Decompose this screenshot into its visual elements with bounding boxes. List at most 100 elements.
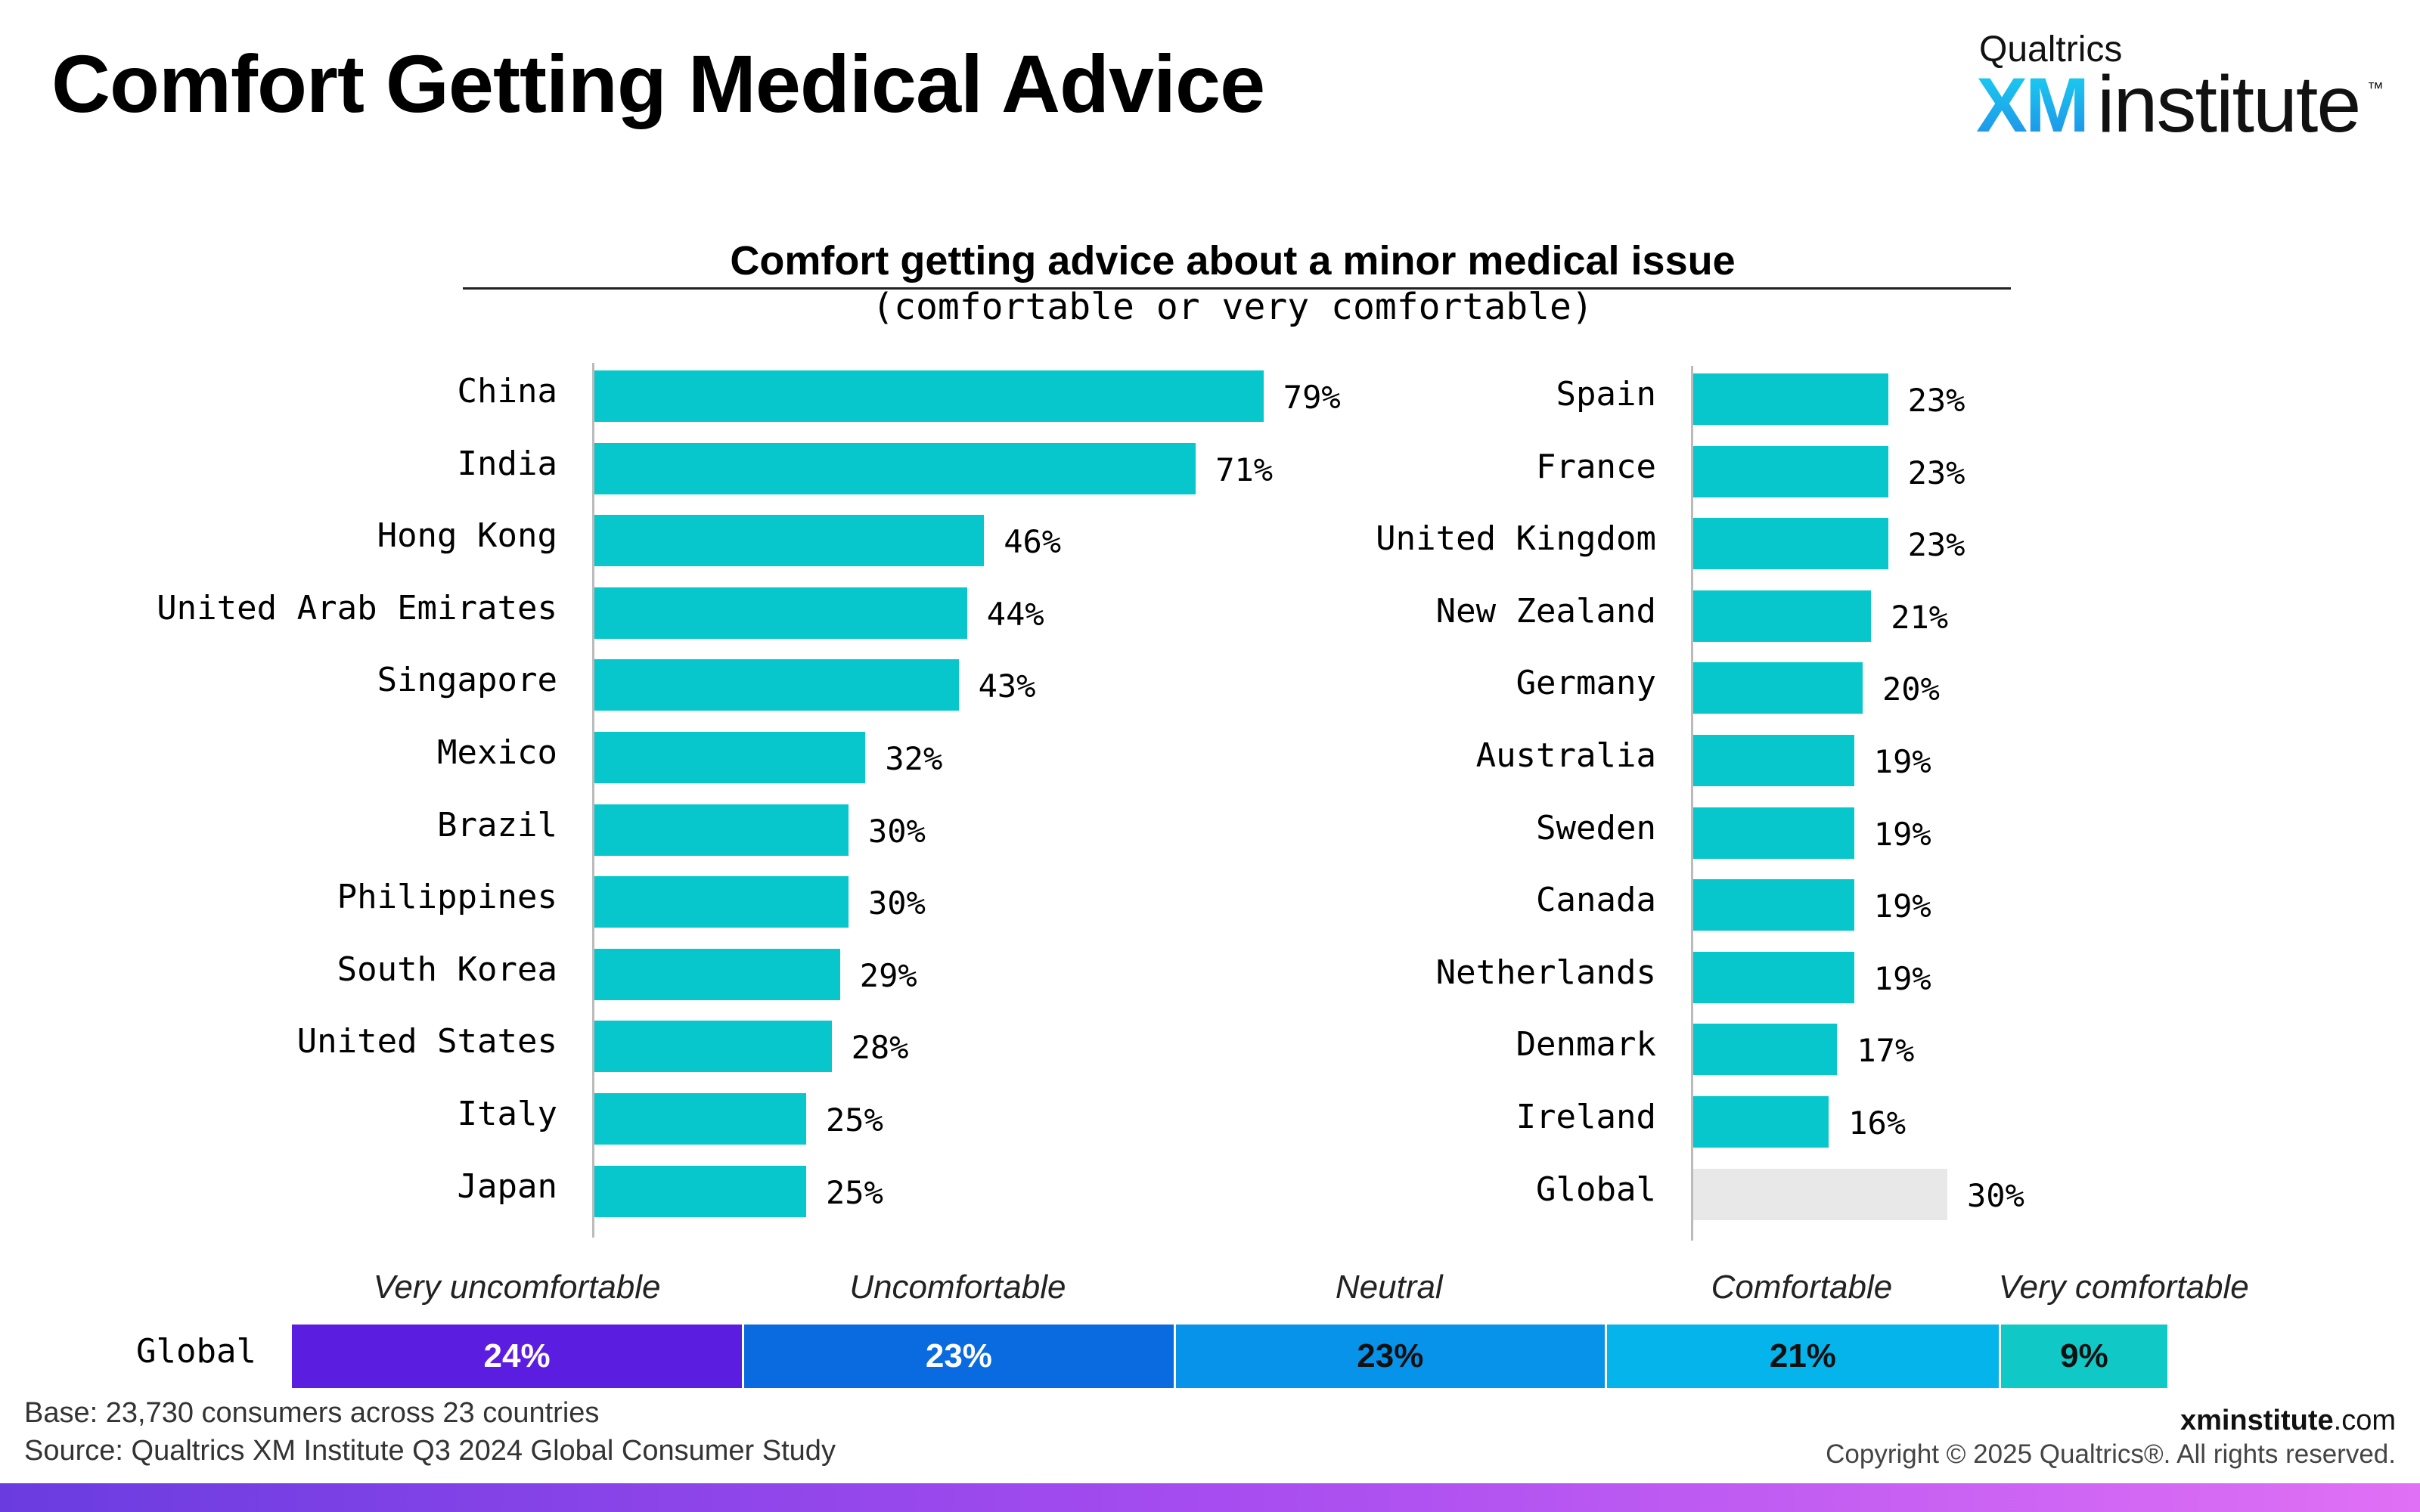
bar-value-label: 19% [1873,888,1931,925]
bar-value-label: 32% [885,740,943,777]
bar [1693,951,1854,1003]
bar [594,732,866,783]
bar [1693,735,1854,786]
bar [594,515,985,567]
category-label: Singapore [377,661,557,700]
bar [1693,373,1888,425]
category-label: Germany [1516,664,1656,703]
bar [594,876,849,928]
bar-value-label: 44% [986,595,1044,633]
category-label: Spain [1556,375,1656,414]
distribution-segment: 9% [1998,1325,2167,1388]
category-label: France [1536,447,1656,486]
bar-value-label: 25% [826,1101,883,1139]
website-domain-suffix: .com [2333,1405,2396,1436]
distribution-legend-label: Uncomfortable [849,1269,1066,1306]
bar [594,1165,806,1217]
bar-value-label: 29% [859,956,917,994]
bar-value-label: 19% [1873,959,1931,997]
bar [594,1021,832,1073]
category-label: China [457,372,557,411]
bar [1693,662,1863,714]
bar [1693,1096,1829,1148]
distribution-segment: 24% [292,1325,743,1388]
bar-value-label: 28% [851,1029,909,1067]
category-label: Denmark [1516,1025,1656,1064]
category-label: India [457,444,557,483]
page-title: Comfort Getting Medical Advice [51,38,1265,129]
bar [594,804,849,856]
category-label: Sweden [1536,808,1656,847]
category-label: United States [296,1022,557,1061]
logo-trademark: ™ [2367,79,2384,98]
bar-value-label: 30% [868,812,926,850]
category-label: Italy [457,1095,557,1133]
category-label: New Zealand [1435,591,1656,631]
category-label: Ireland [1516,1098,1656,1136]
bar-value-label: 17% [1857,1032,1915,1070]
bar-value-label: 25% [826,1173,883,1211]
title-rule [463,287,2011,290]
logo-qualtrics-text: Qualtrics [1979,29,2123,70]
category-label: United Arab Emirates [157,588,557,627]
distribution-segment: 23% [1173,1325,1605,1388]
bar [1693,807,1854,859]
logo-xm-mark: XM [1976,62,2090,148]
distribution-segment: 23% [742,1325,1174,1388]
bar [1693,518,1888,570]
bar [1693,1024,1838,1076]
bar-value-label: 16% [1848,1105,1907,1142]
category-label: Canada [1536,881,1656,920]
base-note: Base: 23,730 consumers across 23 countri… [24,1397,600,1429]
bar-value-label: 79% [1283,379,1341,416]
bar [594,659,959,711]
distribution-legend-label: Very uncomfortable [373,1269,661,1306]
bar-value-label: 23% [1907,454,1965,491]
bar [1693,1168,1947,1220]
bar-value-label: 23% [1907,526,1965,564]
distribution-segment: 21% [1605,1325,1999,1388]
source-note: Source: Qualtrics XM Institute Q3 2024 G… [24,1435,836,1467]
category-label: Philippines [337,878,557,917]
category-label: Netherlands [1435,953,1656,992]
bar-value-label: 71% [1215,451,1274,488]
category-label: South Korea [337,950,557,989]
category-label: Mexico [437,733,557,772]
category-label: Japan [457,1167,557,1206]
copyright-text: Copyright © 2025 Qualtrics®. All rights … [1826,1439,2396,1469]
bar [594,1093,806,1145]
website-link[interactable]: xminstitute.com [2180,1405,2396,1437]
bar-value-label: 30% [1967,1176,2024,1214]
category-axis-line [592,363,594,1238]
category-label: Australia [1475,736,1656,775]
category-label: United Kingdom [1376,519,1656,559]
bar [594,370,1264,422]
bar [594,442,1196,494]
bar-value-label: 19% [1873,815,1931,853]
chart-subtitle: (comfortable or very comfortable) [872,286,1593,328]
website-domain-bold: xminstitute [2180,1405,2334,1436]
category-label: Hong Kong [377,516,557,556]
bar [1693,590,1872,642]
logo-institute-text: institute [2097,60,2361,149]
bar-value-label: 30% [868,885,926,922]
category-label: Global [1536,1170,1656,1209]
bar [1693,445,1888,497]
bar-value-label: 23% [1907,382,1965,419]
bar-value-label: 19% [1873,743,1931,780]
distribution-legend-label: Neutral [1335,1269,1443,1306]
chart-title: Comfort getting advice about a minor med… [730,238,1736,284]
bar-value-label: 21% [1891,598,1949,636]
distribution-row-label: Global [136,1332,256,1371]
footer-gradient-band [0,1483,2420,1512]
bar-value-label: 43% [978,668,1036,705]
category-label: Brazil [437,805,557,844]
distribution-legend-label: Very comfortable [1998,1269,2249,1306]
bar [1693,879,1854,931]
bar [594,587,967,639]
bar-value-label: 46% [1004,523,1062,561]
bar-value-label: 20% [1882,671,1940,708]
bar [594,948,840,1000]
category-axis-line [1691,366,1693,1241]
distribution-legend-label: Comfortable [1711,1269,1893,1306]
